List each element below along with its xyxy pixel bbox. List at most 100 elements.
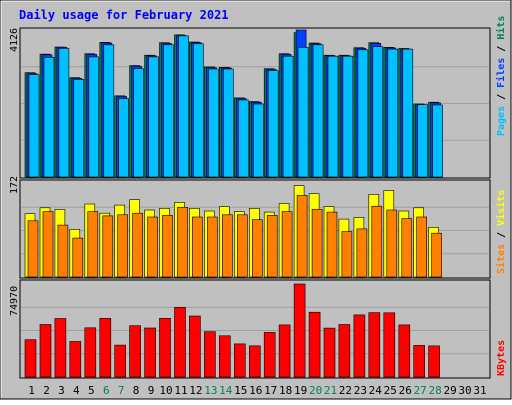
kbytes-bar-day-2	[39, 324, 52, 378]
kbytes-bar-day-8	[129, 325, 141, 378]
x-tick-label: 26	[399, 384, 412, 397]
pages-bar-day-27	[417, 104, 429, 178]
x-axis-labels: 1 2 3 4 5 6 7 8 9 10 11 12 13 14 15 16 17 18 19 20 21 22 23 24 2…	[28, 384, 486, 397]
pages-bar-day-10	[163, 44, 174, 178]
x-tick-label: 8	[133, 384, 140, 397]
legend-hits: Hits	[495, 16, 507, 40]
sites-bar-day-22	[341, 231, 353, 278]
bars	[24, 29, 443, 378]
pages-bar-day-16	[253, 103, 264, 178]
pages-bar-day-18	[282, 55, 294, 178]
sites-bar-day-5	[87, 211, 99, 278]
kbytes-bar-day-25	[383, 312, 396, 378]
kbytes-bar-day-20	[308, 311, 321, 378]
kbytes-bar-day-17	[263, 332, 276, 378]
kbytes-ymax-label: 74970	[9, 286, 20, 316]
sites-bar-day-14	[222, 214, 233, 278]
pages-bar-day-24	[372, 46, 384, 178]
pages-bar-day-8	[133, 68, 144, 178]
visits-ymax-label: 172	[9, 176, 20, 194]
pages-bar-day-17	[267, 70, 279, 178]
sites-bar-day-24	[371, 205, 383, 278]
x-tick-label: 18	[279, 384, 292, 397]
legend-files: Files	[495, 58, 507, 88]
sites-bar-day-6	[102, 215, 114, 278]
kbytes-bar-day-24	[368, 312, 381, 378]
x-tick-label: 16	[249, 384, 262, 397]
x-tick-label: 12	[189, 384, 202, 397]
sites-bar-day-2	[42, 211, 54, 278]
sites-bar-day-1	[27, 220, 39, 278]
legend-sites: Sites	[495, 244, 507, 274]
x-tick-label: 31	[473, 384, 486, 397]
x-tick-label: 15	[234, 384, 247, 397]
pages-bar-day-9	[148, 56, 159, 178]
sites-bar-day-13	[207, 216, 218, 278]
pages-bar-day-1	[28, 74, 40, 178]
kbytes-bar-day-14	[219, 335, 231, 378]
kbytes-bar-day-23	[353, 314, 366, 378]
hits-panel-legend: Pages / Files / Hits	[495, 16, 507, 136]
legend-sep-3: /	[496, 226, 507, 244]
sites-bar-day-23	[356, 228, 368, 278]
x-tick-label: 24	[369, 384, 383, 397]
sites-bar-day-27	[416, 216, 428, 278]
x-tick-label: 5	[88, 384, 95, 397]
kbytes-bar-day-3	[54, 318, 67, 378]
x-tick-label: 13	[204, 384, 217, 397]
kbytes-bar-day-16	[249, 345, 261, 378]
kbytes-bar-day-12	[189, 315, 201, 378]
pages-bar-day-7	[118, 98, 129, 178]
sites-bar-day-11	[177, 207, 188, 278]
sites-bar-day-28	[431, 232, 442, 278]
pages-bar-day-21	[327, 55, 339, 178]
pages-bar-day-2	[43, 56, 55, 178]
sites-bar-day-15	[237, 214, 248, 278]
sites-bar-day-25	[386, 209, 398, 278]
pages-bar-day-13	[208, 68, 219, 178]
sites-bar-day-9	[147, 216, 158, 278]
sites-bar-day-17	[266, 215, 278, 278]
x-tick-label: 9	[148, 384, 155, 397]
x-tick-label: 17	[264, 384, 277, 397]
x-tick-label: 4	[73, 384, 80, 397]
x-tick-label: 29	[443, 384, 456, 397]
x-tick-label: 27	[414, 384, 427, 397]
legend-sep-2: /	[496, 40, 507, 58]
pages-bar-day-11	[178, 35, 189, 178]
x-tick-label: 25	[384, 384, 397, 397]
x-tick-label: 22	[339, 384, 352, 397]
x-tick-label: 6	[103, 384, 110, 397]
sites-bar-day-4	[72, 237, 84, 278]
kbytes-bar-day-1	[24, 339, 37, 378]
sites-bar-day-19	[296, 195, 308, 278]
chart-title: Daily usage for February 2021	[19, 8, 229, 22]
kbytes-bar-day-7	[114, 344, 126, 378]
pages-bar-day-23	[357, 49, 369, 178]
kbytes-bar-day-22	[338, 324, 351, 378]
pages-bar-day-6	[103, 44, 115, 178]
kbytes-bar-day-27	[413, 345, 426, 378]
x-tick-label: 19	[294, 384, 307, 397]
legend-pages: Pages	[496, 106, 507, 136]
x-tick-label: 20	[309, 384, 322, 397]
x-tick-label: 3	[58, 384, 65, 397]
sites-bar-day-12	[192, 216, 203, 278]
sites-bar-day-20	[311, 209, 323, 278]
sites-bar-day-3	[57, 224, 69, 278]
hits-ymax-label: 4126	[9, 28, 20, 52]
kbytes-bar-day-11	[174, 307, 186, 378]
pages-bar-day-14	[223, 68, 234, 178]
x-tick-label: 21	[324, 384, 337, 397]
pages-bar-day-26	[402, 48, 414, 178]
x-tick-label: 23	[354, 384, 367, 397]
sites-bar-day-26	[401, 218, 413, 278]
kbytes-bar-day-26	[398, 324, 411, 378]
x-tick-label: 10	[159, 384, 172, 397]
pages-bar-day-19	[297, 46, 309, 178]
kbytes-bar-day-18	[278, 324, 291, 378]
kbytes-bar-day-13	[204, 331, 216, 378]
kbytes-bar-day-9	[144, 327, 156, 378]
x-tick-label: 14	[219, 384, 233, 397]
